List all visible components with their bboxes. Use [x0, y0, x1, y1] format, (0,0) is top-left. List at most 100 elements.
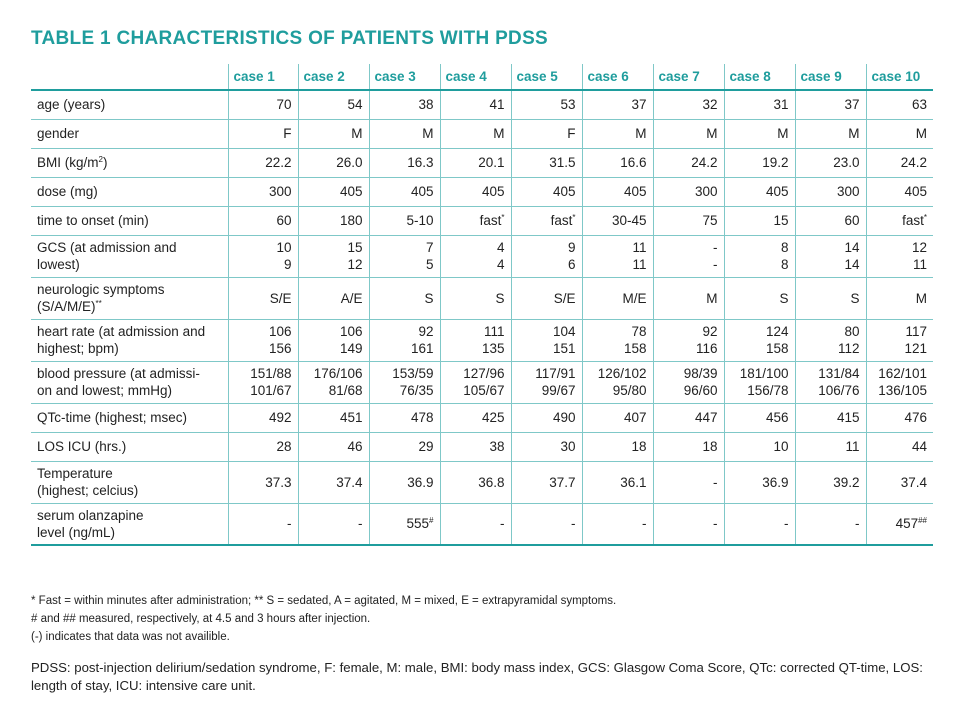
table-cell: 16.6 — [581, 148, 653, 178]
table-cell: 180 — [297, 206, 369, 236]
table-body: age (years) 70 54 38 41 53 37 32 31 37 63 gender F M M… — [31, 90, 933, 546]
cell-value: S — [779, 290, 789, 306]
cell-value: 75 — [702, 213, 718, 228]
cell-value: 127/96 — [463, 366, 505, 381]
cell-value: S/E — [553, 290, 576, 306]
table-cell: 405 — [581, 177, 653, 207]
table-cell: 78 158 — [581, 319, 653, 362]
cell-value: - — [358, 516, 363, 532]
cell-value: 46 — [347, 439, 363, 454]
cell-value: F — [567, 126, 576, 141]
row-label: BMI (kg/m2) — [31, 148, 228, 178]
cell-value: 6 — [567, 257, 576, 272]
table-cell: 37.3 — [227, 461, 298, 504]
cell-value: 151 — [552, 341, 576, 356]
table-cell: S — [439, 277, 511, 320]
cell-value: 181/100 — [739, 366, 789, 381]
table-cell: 457## — [865, 503, 933, 546]
table-cell: 60 — [794, 206, 866, 236]
cell-value: 451 — [339, 410, 363, 425]
table-cell: M — [652, 277, 724, 320]
cell-value: 31 — [773, 97, 789, 113]
abbreviations: PDSS: post-injection delirium/sedation s… — [31, 660, 923, 693]
table-cell: 26.0 — [297, 148, 369, 178]
footnote-missing: (-) indicates that data was not availibl… — [31, 631, 230, 643]
table-cell: 92 116 — [652, 319, 724, 362]
cell-value: 11 — [845, 439, 860, 454]
cell-value: 36.8 — [478, 474, 505, 490]
cell-value: 24.2 — [900, 155, 927, 170]
cell-value: 405 — [339, 184, 363, 199]
table-cell: 126/102 95/80 — [581, 361, 653, 404]
cell-value: 101/67 — [250, 383, 292, 398]
label-line: serum olanzapine — [37, 507, 144, 523]
table-row: gender F M M M F M M M M M — [31, 119, 933, 149]
label-line: (highest; celcius) — [37, 483, 139, 498]
cell-value: 104 — [552, 324, 576, 339]
cell-value: - — [855, 516, 860, 532]
label-line: lowest) — [37, 257, 80, 272]
row-label: dose (mg) — [31, 177, 228, 207]
cell-value: 28 — [276, 439, 292, 454]
table-cell: 23.0 — [794, 148, 866, 178]
table-cell: 36.8 — [439, 461, 511, 504]
table-cell: fast* — [439, 206, 511, 236]
cell-value: 117 — [905, 324, 927, 339]
cell-value: 153/59 — [392, 366, 434, 381]
table-cell: 44 — [865, 432, 933, 462]
cell-value: 457 — [895, 516, 919, 532]
table-cell: 104 151 — [510, 319, 582, 362]
column-header: case 1 — [227, 64, 298, 91]
table-cell: 24.2 — [865, 148, 933, 178]
table-cell: 20.1 — [439, 148, 511, 178]
table-cell: 70 — [227, 90, 298, 120]
cell-value: 116 — [695, 341, 718, 356]
cell-value: 407 — [623, 410, 647, 425]
table-cell: 22.2 — [227, 148, 298, 178]
table-cell: F — [227, 119, 298, 149]
table-cell: 36.9 — [723, 461, 795, 504]
cell-value: - — [713, 240, 718, 255]
label-line: age (years) — [37, 97, 106, 113]
cell-value: M — [915, 290, 927, 306]
table-cell: 16.3 — [368, 148, 440, 178]
cell-value: 41 — [489, 97, 505, 113]
table-cell: - — [510, 503, 582, 546]
table-row: LOS ICU (hrs.) 28 46 29 38 30 18 18 10 11 44 — [31, 432, 933, 462]
table-cell: 555# — [368, 503, 440, 546]
cell-value: 492 — [268, 410, 292, 425]
cell-value: - — [287, 516, 292, 532]
table-cell: 46 — [297, 432, 369, 462]
patient-characteristics-table: case 1 case 2 case 3 case 4 case 5 case 6 case… — [31, 64, 933, 546]
cell-value: 23.0 — [833, 155, 860, 170]
cell-value: 18 — [631, 439, 647, 454]
cell-value: 19.2 — [762, 155, 789, 170]
cell-value: S — [424, 290, 434, 306]
table-cell: 106 149 — [297, 319, 369, 362]
table-cell: S — [368, 277, 440, 320]
cell-value: 98/39 — [683, 366, 718, 381]
cell-value: 111 — [483, 324, 505, 339]
cell-value: 106 — [339, 324, 363, 339]
table-cell: M — [794, 119, 866, 149]
footnote-fast: * Fast = within minutes after administra… — [31, 595, 617, 607]
table-cell: 37 — [581, 90, 653, 120]
row-label: neurologic symptoms (S/A/M/E)** — [31, 277, 228, 320]
cell-value: - — [784, 516, 789, 532]
cell-value: 80 — [844, 324, 860, 339]
cell-value: 10 — [276, 240, 292, 255]
label-line: gender — [37, 126, 80, 141]
table-cell: 92 161 — [368, 319, 440, 362]
cell-value: 30-45 — [611, 213, 647, 228]
cell-value: 405 — [623, 184, 647, 199]
cell-value: 14 — [844, 240, 860, 255]
cell-value: 405 — [765, 184, 789, 199]
table-title: TABLE 1 CHARACTERISTICS OF PATIENTS WITH… — [31, 28, 549, 49]
header-corner — [31, 64, 228, 91]
cell-value: 16.6 — [620, 155, 647, 170]
table-cell: 176/106 81/68 — [297, 361, 369, 404]
table-cell: 14 14 — [794, 235, 866, 278]
table-cell: 31 — [723, 90, 795, 120]
cell-value: 11 — [632, 257, 647, 272]
